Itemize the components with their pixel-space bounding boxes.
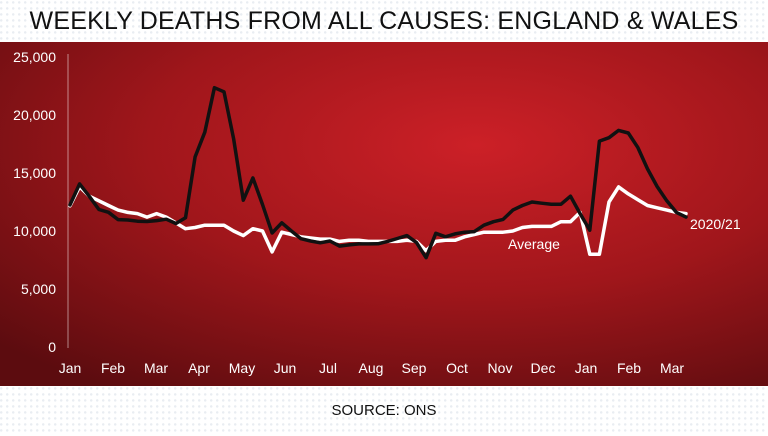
chart-background bbox=[0, 42, 768, 386]
series-line-2020-21 bbox=[68, 85, 688, 260]
y-tick-label: 0 bbox=[48, 339, 56, 355]
x-tick-label: Feb bbox=[617, 360, 641, 376]
x-tick-label: May bbox=[229, 360, 255, 376]
x-tick-label: Jan bbox=[59, 360, 82, 376]
y-tick-label: 5,000 bbox=[21, 281, 56, 297]
series-layer bbox=[68, 85, 688, 260]
chart-title: WEEKLY DEATHS FROM ALL CAUSES: ENGLAND &… bbox=[29, 7, 739, 35]
y-tick-label: 15,000 bbox=[13, 165, 56, 181]
y-axis: 0 5,000 10,000 15,000 20,000 25,000 bbox=[13, 49, 56, 355]
x-tick-label: Jul bbox=[319, 360, 337, 376]
x-tick-label: Jan bbox=[575, 360, 598, 376]
x-tick-label: Jun bbox=[274, 360, 297, 376]
x-tick-label: Nov bbox=[488, 360, 513, 376]
line-chart: 0 5,000 10,000 15,000 20,000 25,000 Jan Feb Mar… bbox=[0, 42, 768, 386]
x-tick-label: Sep bbox=[402, 360, 427, 376]
footer-bar bbox=[0, 386, 768, 432]
x-tick-label: Feb bbox=[101, 360, 125, 376]
x-tick-label: Aug bbox=[359, 360, 384, 376]
source-note: SOURCE: ONS bbox=[331, 402, 437, 419]
series-label-average: Average bbox=[508, 236, 560, 252]
x-tick-label: Apr bbox=[188, 360, 210, 376]
x-tick-label: Mar bbox=[144, 360, 168, 376]
y-tick-label: 25,000 bbox=[13, 49, 56, 65]
y-tick-label: 20,000 bbox=[13, 107, 56, 123]
y-tick-label: 10,000 bbox=[13, 223, 56, 239]
x-tick-label: Oct bbox=[446, 360, 468, 376]
x-axis: Jan Feb Mar Apr May Jun Jul Aug Sep Oct Nov Dec Jan F… bbox=[59, 360, 685, 376]
x-tick-label: Dec bbox=[531, 360, 556, 376]
x-tick-label: Mar bbox=[660, 360, 684, 376]
series-label-2020-21: 2020/21 bbox=[690, 216, 741, 232]
title-bar bbox=[0, 0, 768, 42]
